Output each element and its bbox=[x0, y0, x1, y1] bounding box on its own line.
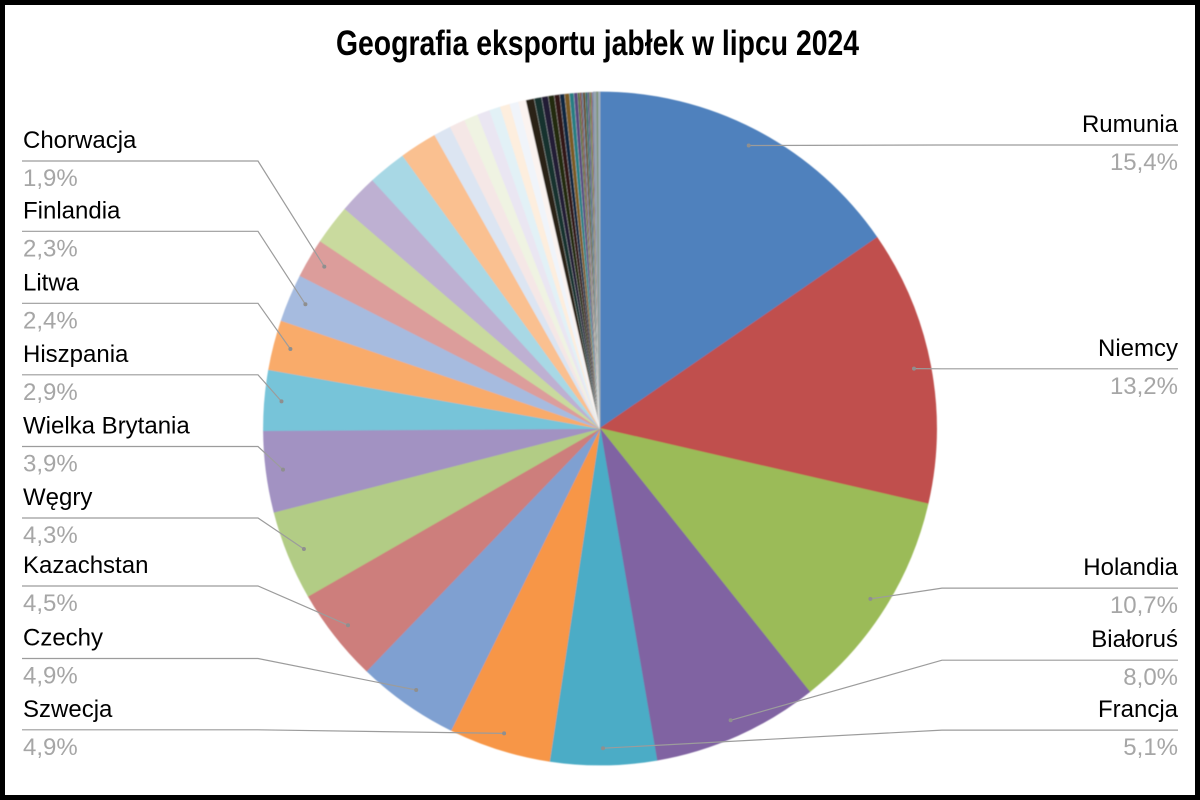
svg-text:Hiszpania: Hiszpania bbox=[23, 341, 129, 368]
svg-text:Holandia: Holandia bbox=[1083, 554, 1178, 581]
svg-text:3,9%: 3,9% bbox=[23, 451, 78, 478]
svg-text:Chorwacja: Chorwacja bbox=[23, 127, 137, 154]
svg-text:13,2%: 13,2% bbox=[1110, 373, 1178, 400]
svg-text:Białoruś: Białoruś bbox=[1091, 626, 1178, 653]
svg-text:8,0%: 8,0% bbox=[1123, 664, 1178, 691]
svg-text:2,9%: 2,9% bbox=[23, 379, 78, 406]
svg-text:Rumunia: Rumunia bbox=[1082, 111, 1179, 138]
svg-text:5,1%: 5,1% bbox=[1123, 734, 1178, 761]
svg-text:Geografia eksportu jabłek w li: Geografia eksportu jabłek w lipcu 2024 bbox=[336, 24, 859, 63]
svg-text:Litwa: Litwa bbox=[23, 269, 80, 296]
svg-text:Czechy: Czechy bbox=[23, 625, 103, 652]
svg-text:Niemcy: Niemcy bbox=[1098, 335, 1178, 362]
svg-text:4,5%: 4,5% bbox=[23, 590, 78, 617]
svg-text:2,3%: 2,3% bbox=[23, 235, 78, 262]
svg-text:Francja: Francja bbox=[1098, 696, 1179, 723]
svg-text:4,9%: 4,9% bbox=[23, 734, 78, 761]
svg-text:Finlandia: Finlandia bbox=[23, 197, 121, 224]
svg-text:Węgry: Węgry bbox=[23, 484, 92, 511]
svg-text:10,7%: 10,7% bbox=[1110, 592, 1178, 619]
svg-text:Kazachstan: Kazachstan bbox=[23, 552, 148, 579]
svg-text:Szwecja: Szwecja bbox=[23, 696, 113, 723]
svg-text:4,3%: 4,3% bbox=[23, 522, 78, 549]
svg-text:15,4%: 15,4% bbox=[1110, 149, 1178, 176]
svg-text:1,9%: 1,9% bbox=[23, 165, 78, 192]
svg-text:4,9%: 4,9% bbox=[23, 663, 78, 690]
svg-text:Wielka Brytania: Wielka Brytania bbox=[23, 413, 190, 440]
svg-text:2,4%: 2,4% bbox=[23, 307, 78, 334]
